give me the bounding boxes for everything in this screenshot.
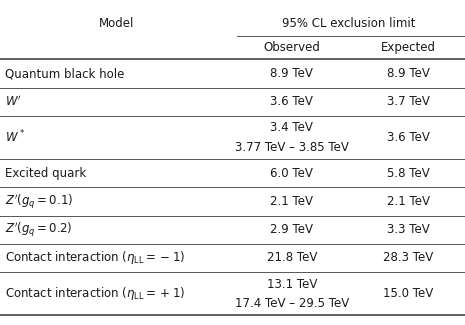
Text: Expected: Expected — [380, 41, 436, 54]
Text: 2.9 TeV: 2.9 TeV — [270, 223, 313, 236]
Text: 5.8 TeV: 5.8 TeV — [387, 167, 429, 180]
Text: 3.6 TeV: 3.6 TeV — [270, 95, 313, 108]
Text: 21.8 TeV: 21.8 TeV — [266, 251, 317, 264]
Text: Contact interaction ($\eta_{\mathrm{LL}} = +1$): Contact interaction ($\eta_{\mathrm{LL}}… — [5, 285, 185, 302]
Text: 8.9 TeV: 8.9 TeV — [386, 67, 430, 80]
Text: 3.7 TeV: 3.7 TeV — [386, 95, 430, 108]
Text: 2.1 TeV: 2.1 TeV — [386, 195, 430, 208]
Text: 28.3 TeV: 28.3 TeV — [383, 251, 433, 264]
Text: 13.1 TeV: 13.1 TeV — [266, 278, 317, 291]
Text: 2.1 TeV: 2.1 TeV — [270, 195, 313, 208]
Text: $Z'(g_q = 0.1)$: $Z'(g_q = 0.1)$ — [5, 192, 73, 211]
Text: $W^*$: $W^*$ — [5, 129, 25, 146]
Text: Model: Model — [99, 17, 134, 30]
Text: Observed: Observed — [263, 41, 320, 54]
Text: $W'$: $W'$ — [5, 95, 21, 109]
Text: 3.77 TeV – 3.85 TeV: 3.77 TeV – 3.85 TeV — [235, 140, 349, 153]
Text: 3.3 TeV: 3.3 TeV — [387, 223, 429, 236]
Text: Excited quark: Excited quark — [5, 167, 86, 180]
Text: 17.4 TeV – 29.5 TeV: 17.4 TeV – 29.5 TeV — [235, 297, 349, 310]
Text: 6.0 TeV: 6.0 TeV — [270, 167, 313, 180]
Text: 8.9 TeV: 8.9 TeV — [270, 67, 313, 80]
Text: 3.4 TeV: 3.4 TeV — [270, 122, 313, 135]
Text: $Z'(g_q = 0.2)$: $Z'(g_q = 0.2)$ — [5, 220, 72, 239]
Text: Contact interaction ($\eta_{\mathrm{LL}} = -1$): Contact interaction ($\eta_{\mathrm{LL}}… — [5, 249, 185, 266]
Text: 15.0 TeV: 15.0 TeV — [383, 287, 433, 300]
Text: Quantum black hole: Quantum black hole — [5, 67, 124, 80]
Text: 3.6 TeV: 3.6 TeV — [386, 131, 430, 144]
Text: 95% CL exclusion limit: 95% CL exclusion limit — [282, 17, 416, 30]
